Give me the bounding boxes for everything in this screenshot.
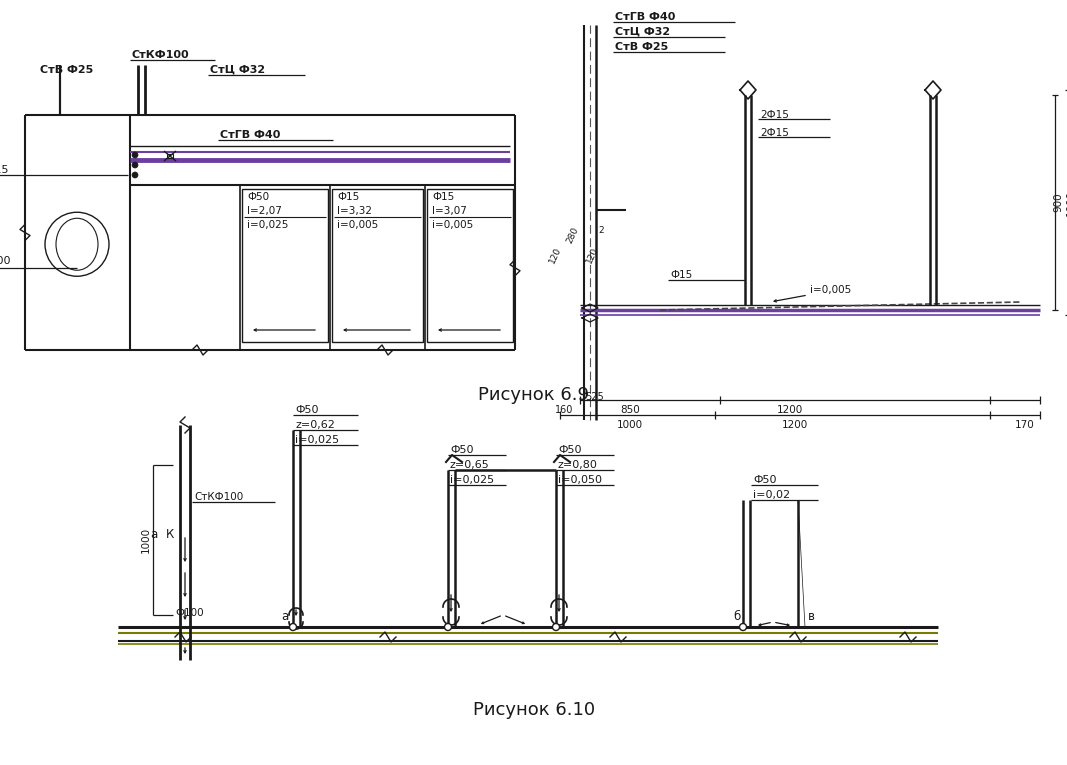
Text: Ф15: Ф15	[432, 192, 455, 202]
Text: Рисунок 6.10: Рисунок 6.10	[473, 701, 595, 719]
Text: 850: 850	[620, 405, 640, 415]
Text: 1200: 1200	[782, 420, 808, 430]
Bar	[168, 154, 173, 158]
Text: i=0,050: i=0,050	[558, 475, 602, 485]
Circle shape	[445, 623, 451, 630]
Text: 120: 120	[548, 246, 563, 265]
Circle shape	[553, 623, 559, 630]
Text: 160: 160	[555, 405, 573, 415]
Text: 2Ф15: 2Ф15	[760, 128, 789, 138]
Text: 170: 170	[1015, 420, 1035, 430]
Text: Ф100: Ф100	[0, 256, 11, 265]
Text: а: а	[150, 529, 157, 542]
Text: 2: 2	[598, 226, 604, 235]
Text: Рисунок 6.9: Рисунок 6.9	[478, 386, 589, 404]
Text: Ф15: Ф15	[670, 270, 692, 280]
Text: l=3,07: l=3,07	[432, 206, 467, 216]
Text: СтКФ100: СтКФ100	[132, 50, 190, 60]
Text: l=3,32: l=3,32	[337, 206, 372, 216]
Text: 900: 900	[1053, 193, 1063, 213]
Bar	[242, 189, 328, 342]
Text: СтЦ Ф32: СтЦ Ф32	[615, 27, 670, 37]
Text: СтЦ Ф32: СтЦ Ф32	[210, 65, 265, 75]
Text: 1000: 1000	[141, 527, 152, 553]
Text: z=0,65: z=0,65	[450, 460, 490, 470]
Text: СтВ Ф25: СтВ Ф25	[615, 42, 668, 52]
Text: Ф100: Ф100	[175, 608, 204, 618]
Text: i=0,025: i=0,025	[246, 220, 288, 230]
Text: 525: 525	[585, 392, 604, 402]
Text: z=0,62: z=0,62	[294, 420, 335, 430]
Text: l=2,07: l=2,07	[246, 206, 282, 216]
Text: в: в	[808, 610, 815, 623]
Text: СтВ Ф25: СтВ Ф25	[39, 65, 93, 75]
Text: 120: 120	[585, 246, 601, 265]
Text: i=0,005: i=0,005	[432, 220, 474, 230]
Text: 2Ф15: 2Ф15	[760, 110, 789, 120]
Text: Ф50: Ф50	[558, 445, 582, 455]
Text: СтГВ Ф40: СтГВ Ф40	[615, 12, 675, 22]
Text: К: К	[166, 529, 174, 542]
Text: Ф15: Ф15	[0, 165, 9, 175]
Text: Ф50: Ф50	[450, 445, 474, 455]
Text: Ф50: Ф50	[753, 475, 777, 485]
Circle shape	[132, 162, 138, 168]
Text: СтКФ100: СтКФ100	[194, 492, 243, 502]
Text: i=0,025: i=0,025	[450, 475, 494, 485]
Text: СтГВ Ф40: СтГВ Ф40	[220, 130, 281, 140]
Circle shape	[289, 623, 297, 630]
Text: i=0,005: i=0,005	[337, 220, 378, 230]
Bar	[427, 189, 513, 342]
Text: а: а	[281, 610, 288, 623]
Circle shape	[132, 172, 138, 178]
Text: i=0,02: i=0,02	[753, 490, 791, 500]
Text: i=0,025: i=0,025	[294, 435, 339, 445]
Circle shape	[132, 152, 138, 158]
Text: 1000: 1000	[617, 420, 643, 430]
Bar	[332, 189, 423, 342]
Text: 280: 280	[566, 226, 580, 245]
Text: Ф50: Ф50	[294, 405, 319, 415]
Text: Ф15: Ф15	[337, 192, 360, 202]
Circle shape	[739, 623, 747, 630]
Text: б: б	[733, 610, 740, 623]
Text: z=0,80: z=0,80	[558, 460, 598, 470]
Text: i=0,005: i=0,005	[810, 285, 851, 295]
Text: 1200: 1200	[777, 405, 803, 415]
Text: Ф50: Ф50	[246, 192, 269, 202]
